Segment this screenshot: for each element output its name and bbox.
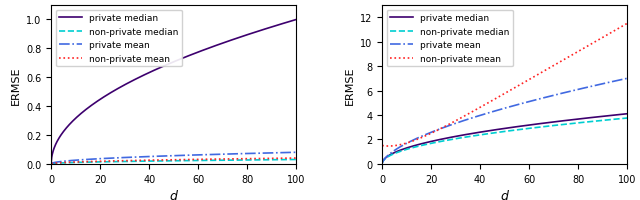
private median xyxy=(623,113,631,115)
Line: private mean: private mean xyxy=(382,79,627,164)
Line: non-private median: non-private median xyxy=(51,160,296,164)
non-private median xyxy=(248,159,256,161)
X-axis label: d: d xyxy=(170,189,178,200)
non-private mean xyxy=(292,157,300,159)
Line: private median: private median xyxy=(382,114,627,164)
private mean xyxy=(164,155,172,157)
Line: non-private median: non-private median xyxy=(382,118,627,164)
private median xyxy=(193,52,201,54)
private mean xyxy=(496,109,504,111)
private median xyxy=(292,19,300,22)
private median xyxy=(511,126,518,129)
private median xyxy=(180,57,188,60)
private mean xyxy=(618,79,625,81)
Line: private median: private median xyxy=(51,20,296,163)
private mean xyxy=(165,155,173,157)
Y-axis label: ERMSE: ERMSE xyxy=(10,66,20,104)
private mean xyxy=(623,78,631,80)
private mean xyxy=(180,154,188,157)
private mean xyxy=(579,88,587,90)
non-private mean xyxy=(47,163,55,165)
private mean xyxy=(378,163,386,165)
private median xyxy=(579,118,587,120)
private mean xyxy=(511,105,518,107)
private mean xyxy=(47,163,55,165)
private median xyxy=(164,64,172,66)
private mean xyxy=(248,152,256,155)
Line: non-private mean: non-private mean xyxy=(51,158,296,164)
non-private mean xyxy=(180,159,188,161)
private median xyxy=(378,162,386,165)
non-private mean xyxy=(385,145,392,148)
non-private median xyxy=(495,131,502,134)
non-private mean xyxy=(511,87,519,89)
non-private mean xyxy=(495,96,503,98)
private mean xyxy=(524,101,532,104)
private median xyxy=(524,124,532,127)
non-private mean xyxy=(525,79,532,82)
non-private mean xyxy=(623,23,631,25)
non-private median xyxy=(47,163,55,165)
Legend: private median, non-private median, private mean, non-private mean: private median, non-private median, priv… xyxy=(387,10,513,67)
non-private median xyxy=(180,160,188,162)
non-private mean xyxy=(165,159,173,161)
non-private mean xyxy=(193,158,201,161)
non-private median xyxy=(618,118,625,120)
non-private median xyxy=(287,159,294,161)
non-private mean xyxy=(378,145,386,147)
private median xyxy=(165,63,173,66)
non-private median xyxy=(623,117,631,120)
non-private mean xyxy=(497,95,504,98)
Line: private mean: private mean xyxy=(51,153,296,164)
non-private median xyxy=(524,128,532,130)
non-private median xyxy=(165,160,173,162)
private median xyxy=(47,161,55,164)
Line: non-private mean: non-private mean xyxy=(382,24,627,146)
private median xyxy=(248,33,256,35)
non-private median xyxy=(579,122,587,124)
non-private mean xyxy=(580,48,588,50)
Y-axis label: ERMSE: ERMSE xyxy=(344,66,355,104)
private median xyxy=(618,114,625,116)
non-private median xyxy=(193,159,201,162)
non-private median xyxy=(496,131,504,134)
private median xyxy=(287,21,294,23)
private median xyxy=(496,128,504,131)
non-private median xyxy=(292,158,300,161)
private mean xyxy=(193,154,201,156)
non-private median xyxy=(164,160,172,162)
non-private mean xyxy=(248,158,256,160)
private mean xyxy=(287,151,294,154)
private median xyxy=(495,128,502,131)
non-private mean xyxy=(164,159,172,161)
Legend: private median, non-private median, private mean, non-private mean: private median, non-private median, priv… xyxy=(56,10,182,67)
non-private mean xyxy=(618,26,626,29)
non-private median xyxy=(378,162,386,165)
private mean xyxy=(495,109,502,112)
private mean xyxy=(292,151,300,154)
X-axis label: d: d xyxy=(500,189,509,200)
non-private median xyxy=(511,129,518,132)
non-private mean xyxy=(287,157,294,160)
